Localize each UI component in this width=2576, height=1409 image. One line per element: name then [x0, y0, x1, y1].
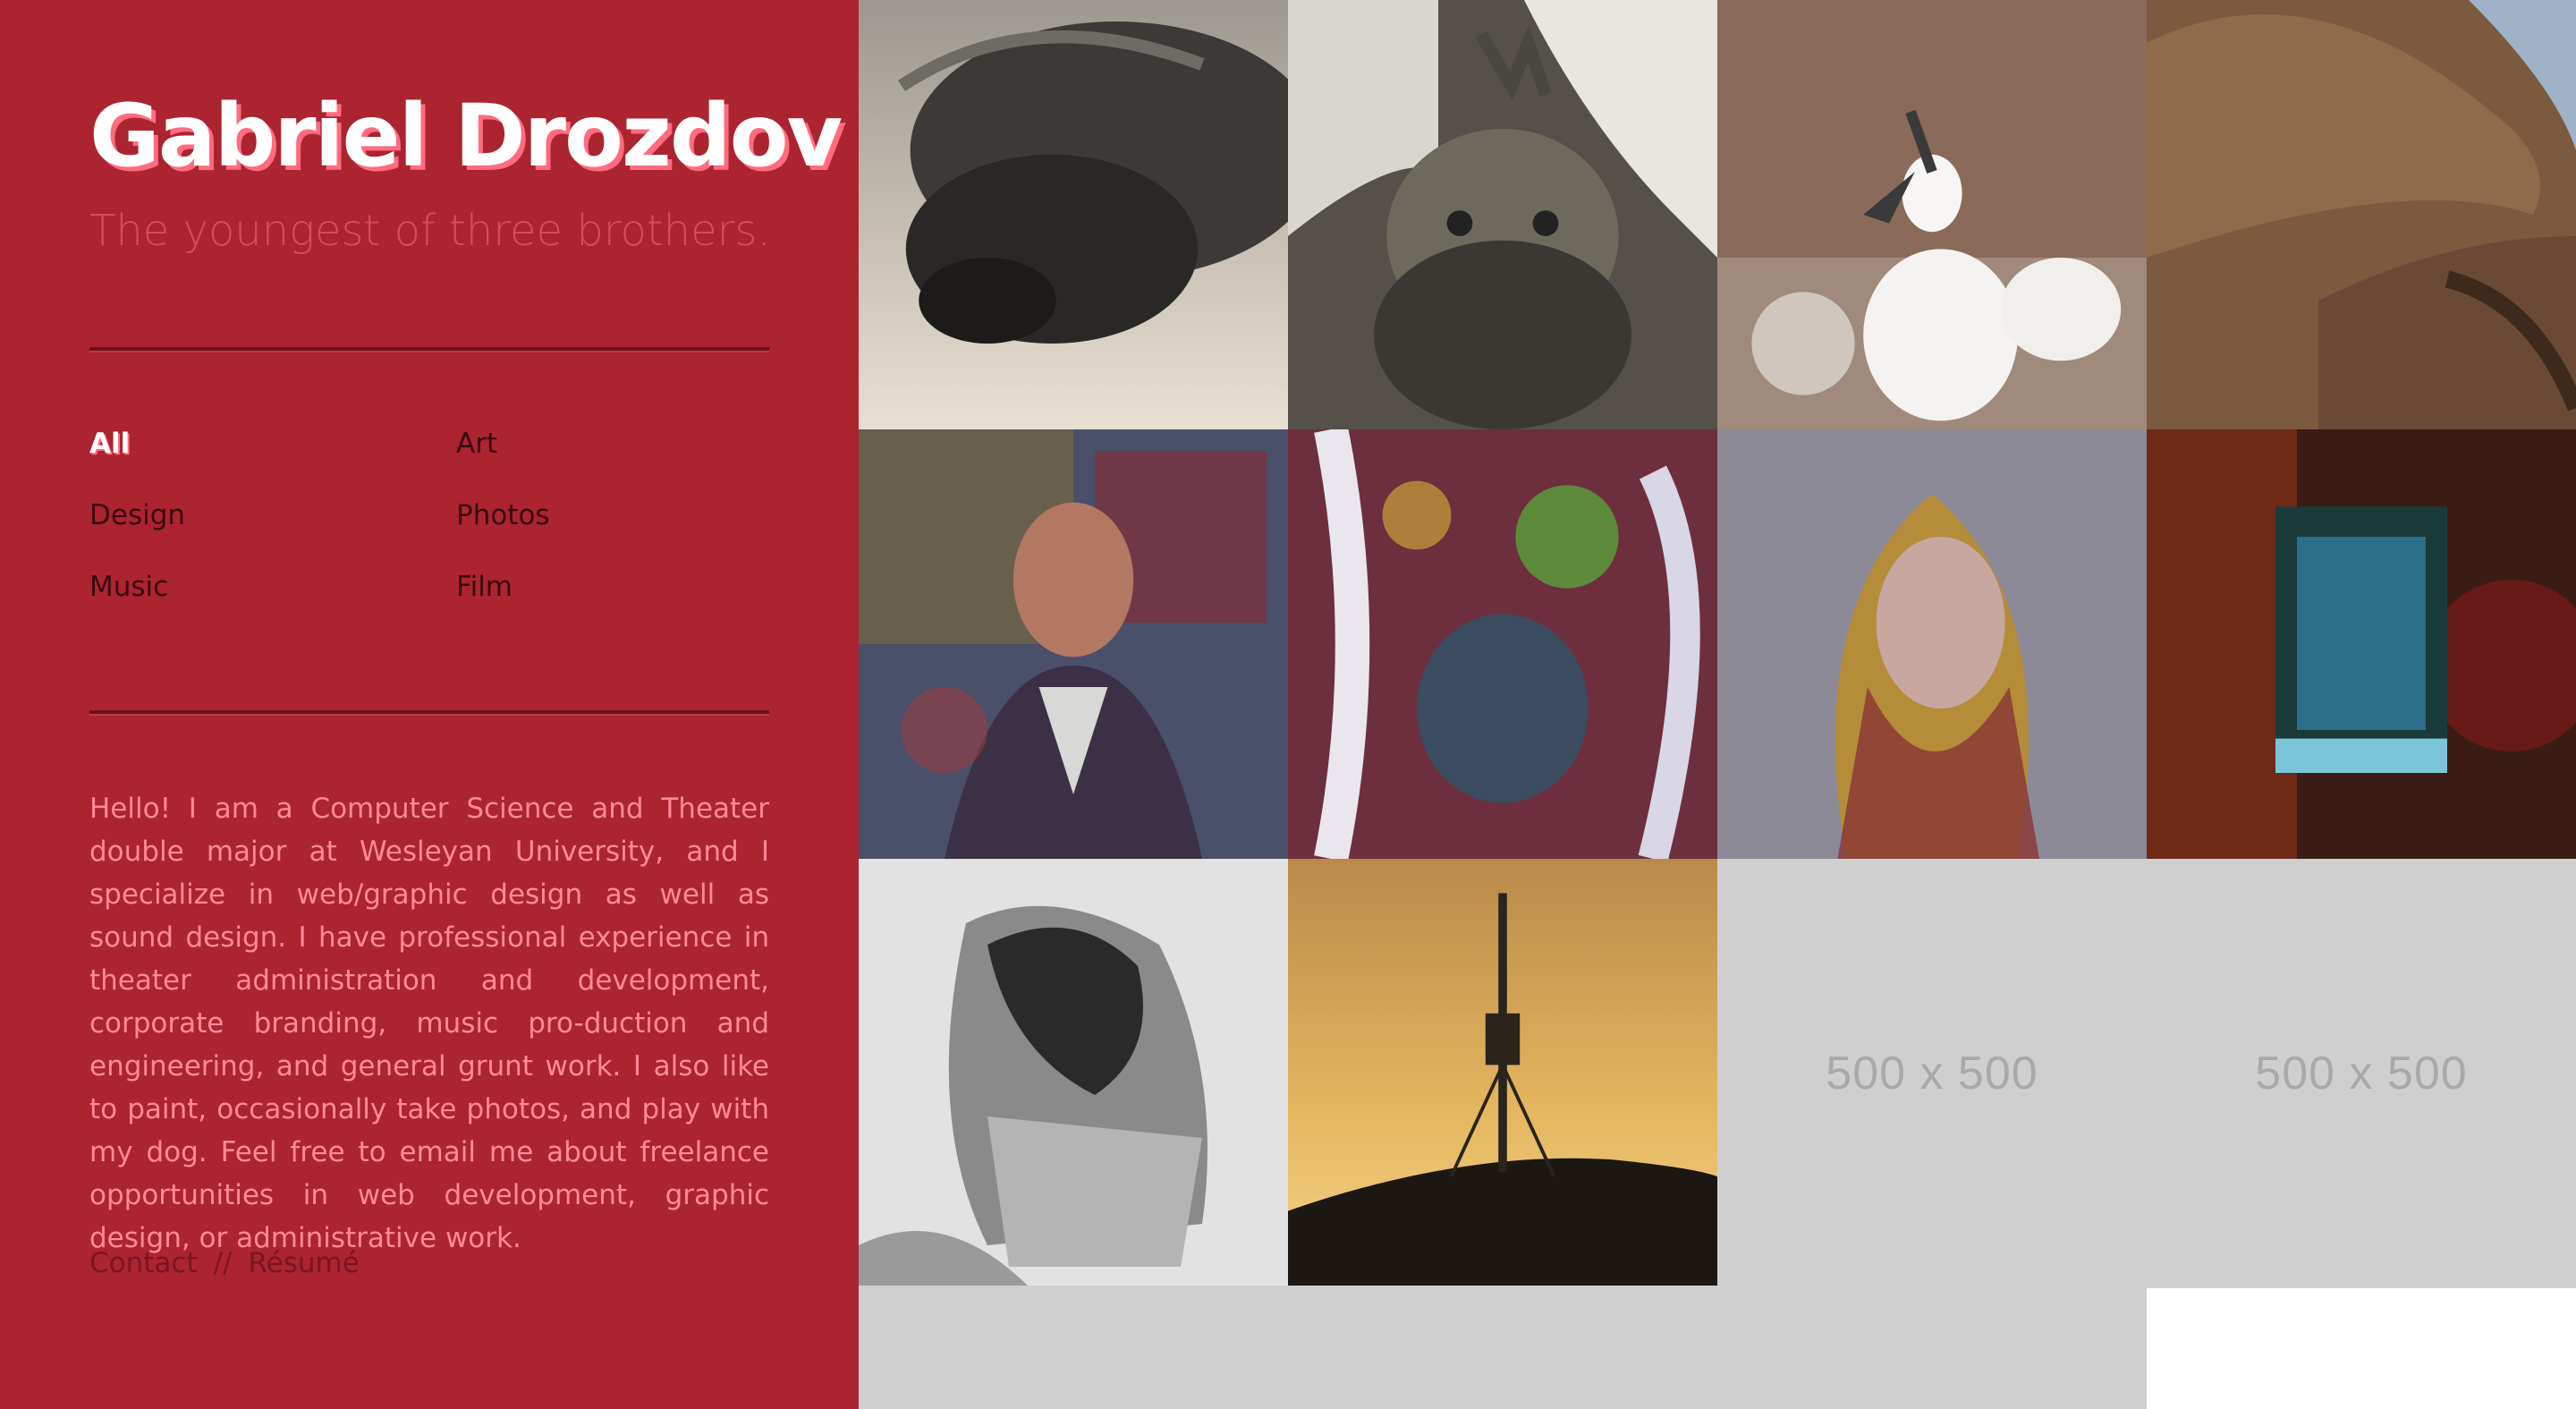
crumpled-head-image: [859, 859, 1288, 1288]
filter-design[interactable]: Design: [89, 499, 186, 531]
contact-link[interactable]: Contact: [89, 1247, 198, 1279]
link-separator: //: [213, 1247, 233, 1279]
filter-all[interactable]: All: [89, 428, 131, 460]
divider-bottom: [89, 710, 769, 714]
gallery-tile-portrait-woman[interactable]: [1717, 429, 2147, 859]
marine-iguana-image: [1288, 0, 1717, 429]
gallery-tile-tower-sunset[interactable]: [1288, 859, 1717, 1288]
portrait-woman-image: [1717, 429, 2147, 859]
gallery-tile-booby-chick[interactable]: [1717, 0, 2147, 429]
filter-nav: All Art Design Photos Music Film: [89, 426, 769, 641]
sea-lion-image: [2147, 0, 2576, 429]
booby-chick-image: [1717, 0, 2147, 429]
gallery-row-partial: [859, 1286, 2147, 1409]
window-blue-image: [2147, 429, 2576, 859]
tower-sunset-image: [1288, 859, 1717, 1288]
site-tagline: The youngest of three brothers.: [89, 206, 771, 256]
filter-music[interactable]: Music: [89, 571, 169, 603]
gallery-tile-window-blue[interactable]: [2147, 429, 2576, 859]
portrait-abstract-image: [1288, 429, 1717, 859]
gallery-grid: 500 x 500 500 x 500: [859, 0, 2576, 1409]
filter-art[interactable]: Art: [456, 428, 498, 460]
sidebar: Gabriel Drozdov The youngest of three br…: [0, 0, 859, 1409]
placeholder-label: 500 x 500: [2255, 1048, 2468, 1099]
gallery-tile-sea-lion-pup[interactable]: [859, 0, 1288, 429]
filter-photos[interactable]: Photos: [456, 499, 550, 531]
divider-top: [89, 347, 769, 351]
placeholder-label: 500 x 500: [1826, 1048, 2038, 1099]
filter-film[interactable]: Film: [456, 571, 513, 603]
gallery-tile-portrait-man[interactable]: [859, 429, 1288, 859]
site-title[interactable]: Gabriel Drozdov: [89, 86, 843, 186]
portrait-man-image: [859, 429, 1288, 859]
sea-lion-pup-image: [859, 0, 1288, 429]
gallery-tile-sea-lion[interactable]: [2147, 0, 2576, 429]
footer-links: Contact // Résumé: [89, 1247, 360, 1279]
gallery-placeholder-1: 500 x 500: [1717, 859, 2147, 1288]
resume-link[interactable]: Résumé: [248, 1247, 360, 1279]
gallery-tile-crumpled-head[interactable]: [859, 859, 1288, 1288]
gallery-placeholder-2: 500 x 500: [2147, 859, 2576, 1288]
gallery-tile-portrait-abstract[interactable]: [1288, 429, 1717, 859]
bio-text: Hello! I am a Computer Science and Theat…: [89, 793, 769, 1254]
gallery-tile-marine-iguana[interactable]: [1288, 0, 1717, 429]
